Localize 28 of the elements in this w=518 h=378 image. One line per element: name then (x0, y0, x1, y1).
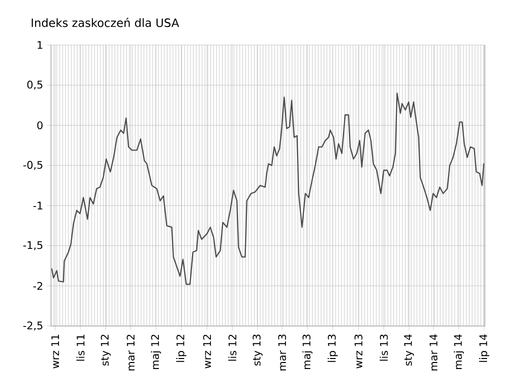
x-tick-label: sty 13 (252, 334, 263, 366)
x-tick-label: lip 12 (176, 334, 186, 362)
x-tick-label: lis 12 (228, 334, 236, 361)
y-tick-label: -1 (33, 202, 42, 210)
x-tick-label: wrz 12 (203, 334, 211, 368)
x-tick-label: wrz 11 (51, 334, 59, 368)
x-tick-label: mar 12 (126, 334, 135, 370)
y-tick-label: 1 (38, 41, 42, 49)
x-tick-label: lip 13 (328, 334, 338, 362)
x-tick-label: mar 14 (430, 334, 438, 370)
x-tick-label: wrz 13 (354, 334, 362, 368)
line-series (51, 92, 484, 285)
x-tick-label: maj 12 (150, 334, 162, 369)
x-tick-label: maj 14 (454, 334, 464, 369)
x-tick-label: mar 13 (278, 334, 286, 370)
x-tick-label: maj 13 (302, 334, 312, 369)
y-tick-label: -1,5 (23, 241, 42, 250)
y-tick-label: -2,5 (23, 322, 42, 330)
chart-title: Indeks zaskoczeń dla USA (32, 18, 180, 28)
x-tick-label: lis 13 (380, 334, 388, 361)
y-tick-label: 0,5 (27, 80, 42, 90)
x-tick-label: sty 12 (100, 334, 111, 366)
x-tick-label: sty 14 (404, 334, 414, 366)
y-tick-label: -2 (33, 282, 42, 290)
y-tick-label: -0,5 (23, 160, 42, 170)
x-tick-label: lip 14 (479, 334, 490, 362)
y-tick-label: 0 (37, 121, 43, 130)
x-tick-label: lis 11 (76, 334, 84, 361)
